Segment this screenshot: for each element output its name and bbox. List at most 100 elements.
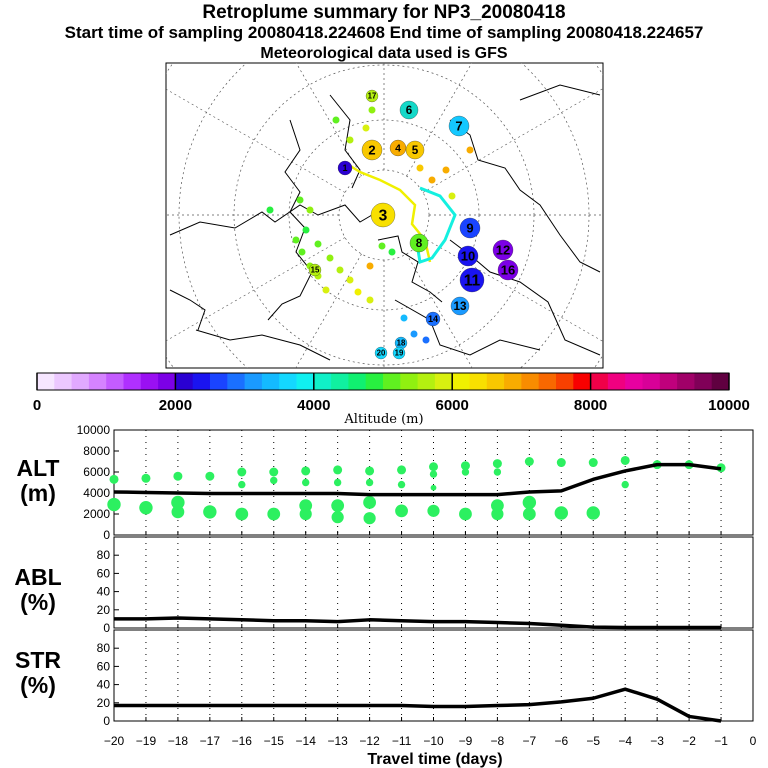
- y-tick-label: 20: [97, 603, 111, 617]
- map-plume-dot: [442, 166, 450, 174]
- y-tick-label: 8000: [83, 444, 110, 458]
- alt-point: [430, 484, 437, 491]
- map-marker-label: 13: [453, 300, 467, 313]
- x-tick-label: −8: [491, 734, 505, 748]
- colorbar-swatch: [71, 373, 90, 390]
- alt-point: [427, 504, 440, 517]
- x-tick-label: −9: [459, 734, 473, 748]
- abl-panel: 0 20 40 60 80 ABL(%): [14, 536, 754, 635]
- map-marker-label: 7: [455, 119, 462, 134]
- alt-point: [491, 507, 504, 521]
- map-plume-dot: [422, 336, 430, 344]
- x-tick-label: −2: [682, 734, 696, 748]
- map-marker: [450, 296, 470, 316]
- panel-frame: [113, 429, 754, 536]
- y-tick-label: 6000: [83, 465, 110, 479]
- x-tick-label: −19: [136, 734, 157, 748]
- alt-point: [620, 455, 630, 465]
- colorbar-swatch: [227, 373, 246, 390]
- colorbar-swatch: [37, 373, 55, 390]
- map-marker-label: 10: [461, 249, 475, 264]
- map-graticule-meridian: [166, 237, 346, 342]
- colorbar-swatch: [590, 373, 609, 390]
- colorbar-swatch: [296, 373, 315, 390]
- map-plume-dot: [296, 196, 304, 204]
- colorbar-swatch: [140, 373, 159, 390]
- map-marker: [492, 239, 514, 261]
- alt-point: [331, 499, 345, 512]
- alt-point: [492, 459, 502, 469]
- colorbar-swatch: [573, 373, 592, 390]
- map-marker-label: 15: [311, 266, 320, 275]
- map-plume-dot: [346, 136, 354, 144]
- map-graticule-meridian: [406, 63, 473, 177]
- map-plume-dot: [410, 330, 418, 338]
- alt-point: [588, 458, 598, 468]
- colorbar-swatch: [123, 373, 142, 390]
- map-marker: [370, 202, 396, 228]
- alt-point: [267, 507, 281, 521]
- colorbar-swatch: [711, 373, 730, 390]
- panel-title: ABL: [14, 564, 61, 590]
- alt-point: [139, 501, 153, 515]
- map-plume-dot: [362, 124, 370, 132]
- x-tick-label: −20: [104, 734, 125, 748]
- map-plume-dot: [322, 286, 330, 294]
- panel-title: (m): [20, 480, 56, 506]
- colorbar-swatch: [365, 373, 384, 390]
- x-tick-label: −3: [650, 734, 664, 748]
- alt-point: [429, 462, 438, 472]
- alt-point: [235, 507, 249, 521]
- panel-title: STR: [15, 647, 61, 673]
- colorbar-swatch: [694, 373, 713, 390]
- alt-point: [171, 495, 185, 510]
- colorbar-swatch: [607, 373, 626, 390]
- map-graticule-meridian: [295, 253, 362, 368]
- map-trajectory: [416, 186, 457, 264]
- map-marker: [337, 160, 353, 176]
- alt-median-line: [113, 462, 722, 497]
- map-coastline: [169, 204, 373, 236]
- map-marker: [459, 267, 485, 293]
- abl-line: [114, 616, 722, 630]
- alt-point: [237, 467, 247, 477]
- alt-point: [333, 478, 342, 487]
- map-marker: [399, 100, 419, 120]
- colorbar-swatch: [677, 373, 695, 390]
- colorbar-tick-label: 6000: [436, 397, 469, 414]
- x-tick-label: −18: [168, 734, 189, 748]
- map-graticule-meridian: [406, 253, 473, 368]
- colorbar-swatch: [106, 373, 124, 390]
- panel-frame: [113, 536, 754, 629]
- y-tick-label: 4000: [83, 486, 110, 500]
- map-plume-dot: [448, 192, 456, 200]
- map-marker-label: 9: [466, 221, 473, 236]
- map-plume-dot: [266, 206, 274, 214]
- alt-point: [395, 504, 408, 518]
- map-coastline: [377, 235, 443, 303]
- y-tick-label: 2000: [83, 507, 110, 521]
- colorbar-swatch: [88, 373, 107, 390]
- colorbar-tick-label: 10000: [708, 397, 750, 414]
- alt-point: [270, 476, 278, 485]
- map-marker-label: 20: [377, 349, 386, 358]
- alt-point: [363, 496, 376, 509]
- colorbar-swatch: [244, 373, 263, 390]
- map-plume-dot: [292, 236, 300, 244]
- map-graticule-meridian: [295, 63, 362, 177]
- map-plume-dot: [388, 248, 396, 256]
- map-marker-label: 2: [368, 143, 375, 158]
- map-marker: [365, 89, 379, 103]
- map-marker: [389, 139, 407, 157]
- alt-point: [429, 470, 438, 478]
- y-tick-label: 0: [103, 714, 110, 728]
- map-marker-label: 19: [395, 349, 404, 358]
- map-coastline: [329, 94, 361, 189]
- colorbar-swatch: [54, 373, 73, 390]
- map-plume-dot: [336, 266, 344, 274]
- alt-point: [397, 465, 407, 475]
- alt-point: [171, 505, 185, 519]
- colorbar-swatch: [383, 373, 401, 390]
